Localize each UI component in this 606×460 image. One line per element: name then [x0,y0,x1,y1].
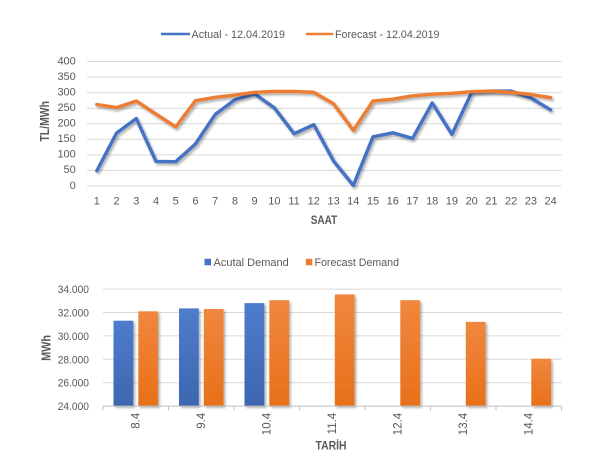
svg-text:150: 150 [57,133,75,145]
svg-text:4: 4 [153,195,159,207]
svg-text:TARİH: TARİH [316,438,347,453]
svg-text:Actual - 12.04.2019: Actual - 12.04.2019 [192,29,286,41]
svg-text:Forecast - 12.04.2019: Forecast - 12.04.2019 [335,29,440,41]
svg-text:200: 200 [57,118,75,130]
svg-text:12: 12 [308,195,320,207]
svg-text:350: 350 [57,71,75,83]
svg-text:22: 22 [505,195,517,207]
svg-text:17: 17 [406,195,418,207]
svg-text:21: 21 [485,195,497,207]
svg-text:14: 14 [347,195,359,207]
svg-text:5: 5 [173,195,179,207]
svg-text:50: 50 [64,164,76,176]
svg-text:TL/MWh: TL/MWh [38,101,52,142]
svg-text:14.4: 14.4 [524,412,536,435]
svg-text:20: 20 [466,195,478,207]
svg-text:19: 19 [446,195,458,207]
svg-text:300: 300 [57,86,75,98]
svg-text:10.4: 10.4 [262,412,274,435]
svg-text:100: 100 [57,149,75,161]
svg-text:250: 250 [57,102,75,114]
svg-text:28.000: 28.000 [58,354,89,366]
svg-text:34.000: 34.000 [58,284,89,296]
svg-text:Acutal Demand: Acutal Demand [214,257,289,269]
svg-text:SAAT: SAAT [311,213,338,227]
svg-text:6: 6 [192,195,198,207]
svg-text:13: 13 [327,195,339,207]
svg-text:18: 18 [426,195,438,207]
svg-text:26.000: 26.000 [58,378,89,390]
svg-text:24.000: 24.000 [58,401,89,413]
svg-text:MWh: MWh [39,335,53,361]
svg-text:Forecast Demand: Forecast Demand [315,257,400,269]
svg-text:7: 7 [212,195,218,207]
svg-text:8: 8 [232,195,238,207]
svg-text:1: 1 [94,195,100,207]
svg-text:12.4: 12.4 [393,412,405,435]
svg-text:0: 0 [70,180,76,192]
svg-text:10: 10 [268,195,280,207]
svg-text:11.4: 11.4 [327,412,339,434]
svg-text:11: 11 [288,195,299,207]
svg-text:8.4: 8.4 [131,412,143,429]
svg-text:13.4: 13.4 [458,412,470,435]
svg-text:400: 400 [57,55,75,67]
svg-text:30.000: 30.000 [58,331,89,343]
svg-text:16: 16 [387,195,399,207]
svg-text:9: 9 [252,195,258,207]
svg-text:15: 15 [367,195,379,207]
svg-text:9.4: 9.4 [196,412,208,429]
svg-text:2: 2 [113,195,119,207]
svg-text:32.000: 32.000 [58,308,89,320]
svg-text:24: 24 [544,195,556,207]
svg-text:3: 3 [133,195,139,207]
svg-text:23: 23 [525,195,537,207]
